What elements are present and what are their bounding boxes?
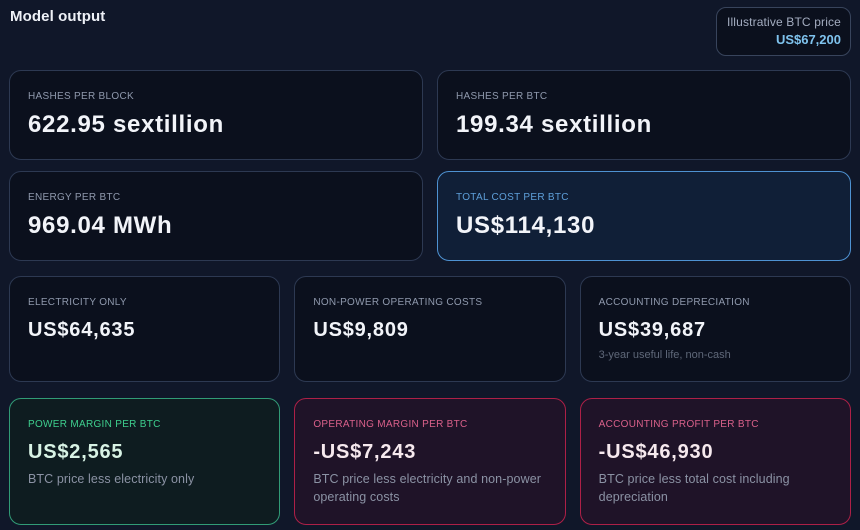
- card-value: 622.95 sextillion: [28, 110, 225, 138]
- card-hashes-per-btc: HASHES PER BTC 199.34 sextillion: [437, 70, 851, 160]
- row-cost-breakdown: ELECTRICITY ONLY US$64,635 NON-POWER OPE…: [9, 276, 851, 382]
- card-note: 3-year useful life, non-cash: [598, 349, 731, 361]
- card-label: HASHES PER BLOCK: [28, 91, 134, 102]
- card-accounting-depreciation: ACCOUNTING DEPRECIATION US$39,687 3-year…: [579, 276, 851, 382]
- btc-price-badge-value: US$67,200: [775, 32, 841, 47]
- card-label: NON-POWER OPERATING COSTS: [313, 297, 483, 308]
- row-hashes: HASHES PER BLOCK 622.95 sextillion HASHE…: [9, 70, 851, 160]
- card-electricity-only: ELECTRICITY ONLY US$64,635: [9, 276, 281, 382]
- card-note: BTC price less total cost including depr…: [598, 472, 790, 504]
- card-energy-per-btc: ENERGY PER BTC 969.04 MWh: [9, 171, 423, 261]
- card-value: US$9,809: [313, 319, 409, 341]
- row-margins: POWER MARGIN PER BTC US$2,565 BTC price …: [9, 398, 851, 525]
- card-value: 969.04 MWh: [28, 211, 173, 239]
- card-total-cost-per-btc: TOTAL COST PER BTC US$114,130: [437, 171, 851, 261]
- card-value: -US$7,243: [313, 441, 417, 463]
- card-non-power-operating-costs: NON-POWER OPERATING COSTS US$9,809: [294, 276, 566, 382]
- card-value: -US$46,930: [598, 441, 714, 463]
- card-hashes-per-block: HASHES PER BLOCK 622.95 sextillion: [9, 70, 423, 160]
- card-accounting-profit-per-btc: ACCOUNTING PROFIT PER BTC -US$46,930 BTC…: [579, 398, 851, 525]
- card-label: HASHES PER BTC: [456, 91, 548, 102]
- card-label: ENERGY PER BTC: [28, 192, 121, 203]
- row-energy-cost: ENERGY PER BTC 969.04 MWh TOTAL COST PER…: [9, 171, 851, 261]
- card-label: ACCOUNTING PROFIT PER BTC: [598, 419, 759, 430]
- card-operating-margin-per-btc: OPERATING MARGIN PER BTC -US$7,243 BTC p…: [294, 398, 566, 525]
- card-value: 199.34 sextillion: [456, 110, 653, 138]
- btc-price-badge: Illustrative BTC price US$67,200: [716, 7, 851, 56]
- card-note: BTC price less electricity and non-power…: [313, 472, 542, 504]
- btc-price-badge-label: Illustrative BTC price: [727, 15, 841, 29]
- card-label: TOTAL COST PER BTC: [456, 192, 569, 203]
- card-power-margin-per-btc: POWER MARGIN PER BTC US$2,565 BTC price …: [9, 398, 281, 525]
- card-value: US$114,130: [456, 211, 596, 239]
- card-note: BTC price less electricity only: [28, 472, 195, 486]
- page-title: Model output: [10, 8, 106, 25]
- card-label: POWER MARGIN PER BTC: [28, 419, 161, 430]
- card-value: US$2,565: [28, 441, 124, 463]
- card-label: ELECTRICITY ONLY: [28, 297, 127, 308]
- card-value: US$39,687: [598, 319, 706, 341]
- card-value: US$64,635: [28, 319, 136, 341]
- card-label: ACCOUNTING DEPRECIATION: [598, 297, 750, 308]
- card-label: OPERATING MARGIN PER BTC: [313, 419, 468, 430]
